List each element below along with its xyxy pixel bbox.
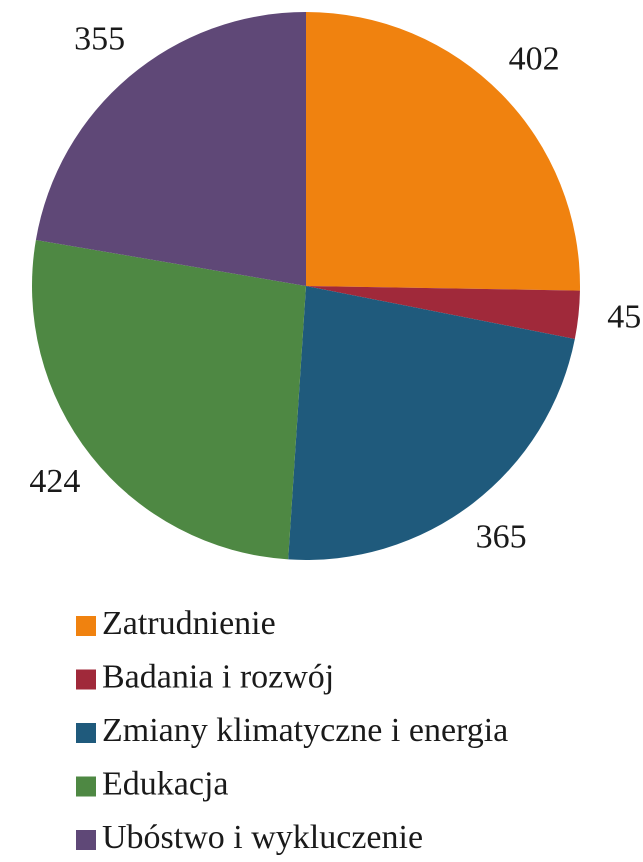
legend-label: Badania i rozwój <box>102 658 334 695</box>
data-label: 365 <box>476 518 527 555</box>
legend-swatch <box>76 669 96 690</box>
pie-slice <box>35 12 306 286</box>
legend-label: Zatrudnienie <box>102 605 276 642</box>
legend-label: Edukacja <box>102 765 229 802</box>
legend-label: Ubóstwo i wykluczenie <box>102 819 423 856</box>
pie-slice <box>306 286 580 339</box>
data-label: 424 <box>29 463 80 500</box>
pie-slice <box>306 12 580 291</box>
data-label: 402 <box>509 40 560 77</box>
pie-slice <box>288 286 575 560</box>
legend-swatch <box>76 723 96 743</box>
legend-label: Zmiany klimatyczne i energia <box>102 712 508 749</box>
legend-swatch <box>76 830 96 850</box>
legend-swatch <box>76 616 96 636</box>
pie-slice <box>31 239 307 560</box>
data-label: 355 <box>74 20 125 57</box>
legend-swatch <box>76 776 96 797</box>
data-label: 45 <box>607 299 641 336</box>
